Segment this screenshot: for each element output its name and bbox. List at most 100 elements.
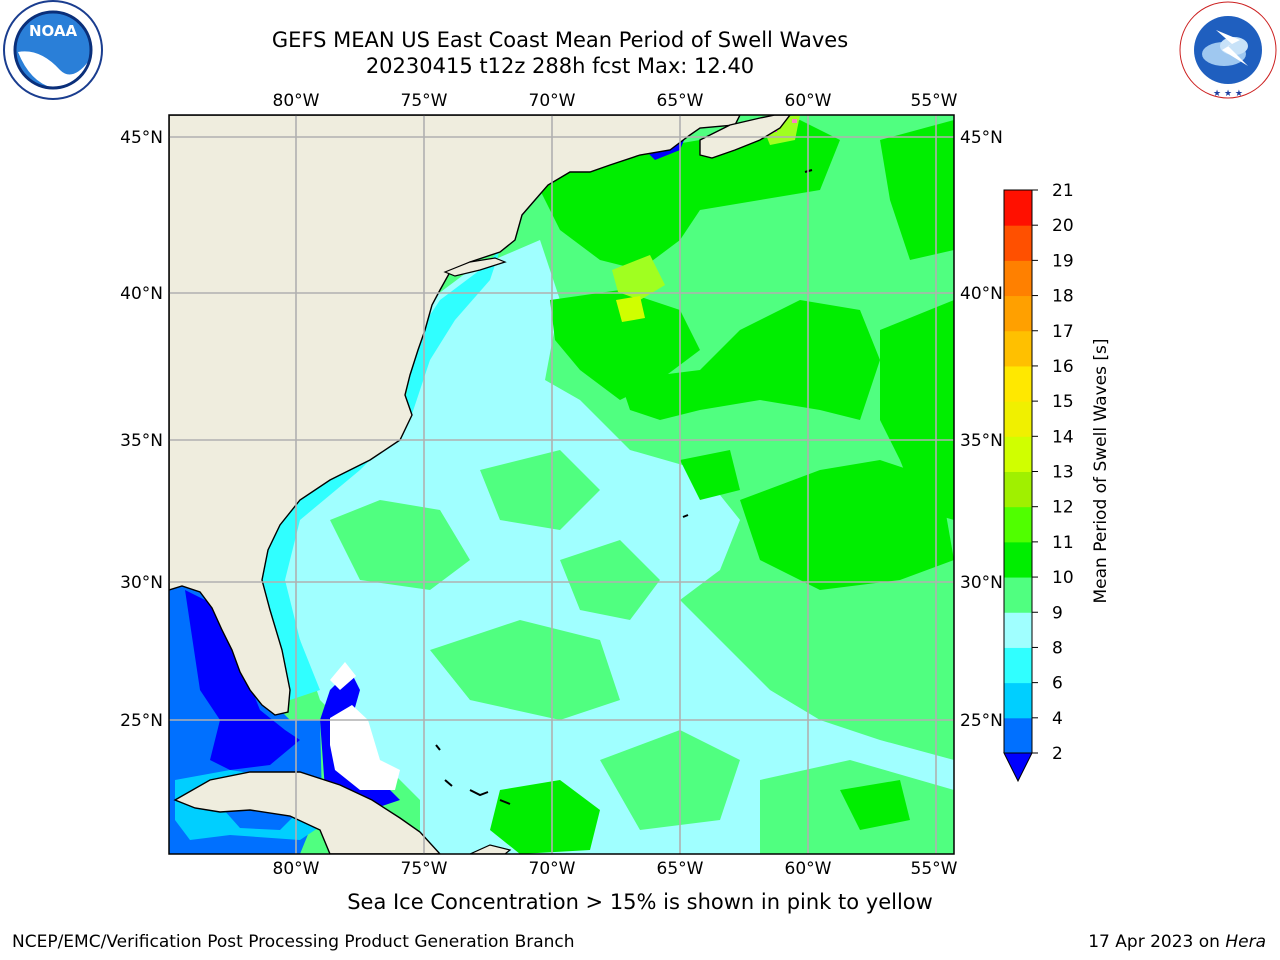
colorbar-label: Mean Period of Swell Waves [s] — [1091, 339, 1111, 604]
colorbar-segment — [1004, 295, 1032, 332]
field-bright-green — [550, 290, 700, 400]
map-figure: 80°W 75°W 70°W 65°W 60°W 55°W 80°W 75°W … — [120, 91, 1111, 879]
field-green-patch — [430, 620, 620, 720]
footer-org: NCEP/EMC/Verification Post Processing Pr… — [12, 932, 575, 952]
colorbar-tick-label: 11 — [1052, 533, 1074, 553]
lon-labels-top: 80°W 75°W 70°W 65°W 60°W 55°W — [273, 91, 958, 111]
colorbar-segment — [1004, 365, 1032, 402]
sea-ice-mark — [792, 119, 797, 123]
colorbar-segment — [1004, 225, 1032, 261]
colorbar-segment — [1004, 471, 1032, 508]
colorbar-segment — [1004, 260, 1032, 297]
colorbar-segment — [1004, 612, 1032, 648]
noaa-logo-text: NOAA — [29, 22, 78, 40]
colorbar-tick-label: 10 — [1052, 568, 1074, 588]
lon-label: 70°W — [529, 859, 576, 879]
field-dark-blue — [185, 590, 300, 770]
field-bright-green — [620, 300, 880, 420]
lon-labels-bottom: 80°W 75°W 70°W 65°W 60°W 55°W — [273, 859, 958, 879]
field-bright-green — [740, 460, 954, 590]
lon-label: 55°W — [911, 859, 958, 879]
colorbar-tick-label: 8 — [1052, 638, 1063, 658]
turks-caicos — [499, 799, 511, 805]
lat-labels-right: 45°N 40°N 35°N 30°N 25°N — [960, 128, 1003, 731]
footer-date: 17 Apr 2023 on Hera — [1088, 932, 1266, 952]
field-green-patch — [600, 730, 740, 830]
lat-label: 45°N — [960, 128, 1003, 148]
lon-label: 60°W — [785, 91, 832, 111]
lat-label: 35°N — [120, 431, 163, 451]
colorbar-tick-label: 14 — [1052, 427, 1074, 447]
field-green-patch — [330, 500, 470, 590]
lat-label: 40°N — [120, 284, 163, 304]
field-dark-blue — [320, 670, 400, 810]
colorbar-tick-label: 4 — [1052, 709, 1063, 729]
colorbar-tick-label: 19 — [1052, 251, 1074, 271]
swell-period-field — [169, 115, 954, 854]
lon-label: 75°W — [401, 859, 448, 879]
colorbar-under-triangle — [1003, 752, 1033, 783]
lon-label: 65°W — [657, 91, 704, 111]
svg-text:★ ★ ★: ★ ★ ★ — [1213, 89, 1243, 99]
lon-label: 55°W — [911, 91, 958, 111]
bahamas-island — [444, 779, 453, 787]
lon-label: 80°W — [273, 91, 320, 111]
colorbar-segment — [1004, 717, 1032, 754]
nws-logo-icon: ★ ★ ★ — [1179, 1, 1277, 99]
bahamas-mask — [330, 662, 356, 690]
land-north-america — [169, 115, 741, 716]
field-bright-green — [490, 780, 600, 854]
lon-label: 75°W — [401, 91, 448, 111]
colorbar-segment — [1004, 577, 1032, 613]
field-cyan-coastal — [262, 250, 500, 700]
chart-title: GEFS MEAN US East Coast Mean Period of S… — [271, 28, 849, 52]
lat-label: 30°N — [120, 573, 163, 593]
colorbar-tick-label: 21 — [1052, 181, 1074, 201]
colorbar-segment — [1004, 190, 1032, 226]
lat-label: 25°N — [120, 711, 163, 731]
lat-label: 25°N — [960, 711, 1003, 731]
colorbar-tick-label: 17 — [1052, 322, 1074, 342]
lon-label: 65°W — [657, 859, 704, 879]
colorbar-segment — [1004, 401, 1032, 437]
bermuda — [682, 514, 689, 518]
land-long-island — [443, 257, 507, 277]
map-gridlines — [169, 115, 954, 854]
colorbar-segment — [1004, 647, 1032, 684]
colorbar-tick-label: 13 — [1052, 463, 1074, 483]
colorbar-segment — [1004, 506, 1032, 543]
colorbar-tick-label: 9 — [1052, 603, 1063, 623]
sea-ice-note: Sea Ice Concentration > 15% is shown in … — [347, 890, 933, 914]
colorbar-tick-label: 15 — [1052, 392, 1074, 412]
bahamas-island — [435, 744, 441, 751]
bahamas-mask — [330, 705, 400, 790]
field-max — [616, 296, 645, 322]
field-bright-green — [680, 450, 740, 500]
lat-label: 35°N — [960, 431, 1003, 451]
lon-label: 60°W — [785, 859, 832, 879]
colorbar-segment — [1004, 330, 1032, 367]
lon-label: 70°W — [529, 91, 576, 111]
lat-label: 45°N — [120, 128, 163, 148]
colorbar-segment — [1004, 682, 1032, 719]
colorbar-segment — [1004, 436, 1032, 472]
map-frame — [168, 114, 955, 855]
turks-caicos — [469, 789, 489, 797]
colorbar-tick-label: 18 — [1052, 287, 1074, 307]
noaa-logo-icon: NOAA — [3, 0, 103, 100]
colorbar-tick-label: 12 — [1052, 498, 1074, 518]
lat-label: 30°N — [960, 573, 1003, 593]
field-green-patch — [480, 450, 600, 530]
colorbar-tick-label: 16 — [1052, 357, 1074, 377]
colorbar-tick-label: 2 — [1052, 744, 1063, 764]
chart-subtitle: 20230415 t12z 288h fcst Max: 12.40 — [365, 54, 755, 78]
land-cuba — [173, 771, 441, 854]
colorbar-tick-label: 6 — [1052, 674, 1063, 694]
footer-machine: Hera — [1225, 932, 1266, 952]
colorbar-tick-label: 20 — [1052, 216, 1074, 236]
footer-date-text: 17 Apr 2023 on — [1088, 932, 1226, 952]
colorbar: 2 4 6 8 9 10 11 12 13 14 15 16 17 18 19 20 21 — [1003, 181, 1074, 783]
colorbar-segment — [1004, 541, 1032, 578]
lat-label: 40°N — [960, 284, 1003, 304]
land-hispaniola — [469, 844, 512, 854]
